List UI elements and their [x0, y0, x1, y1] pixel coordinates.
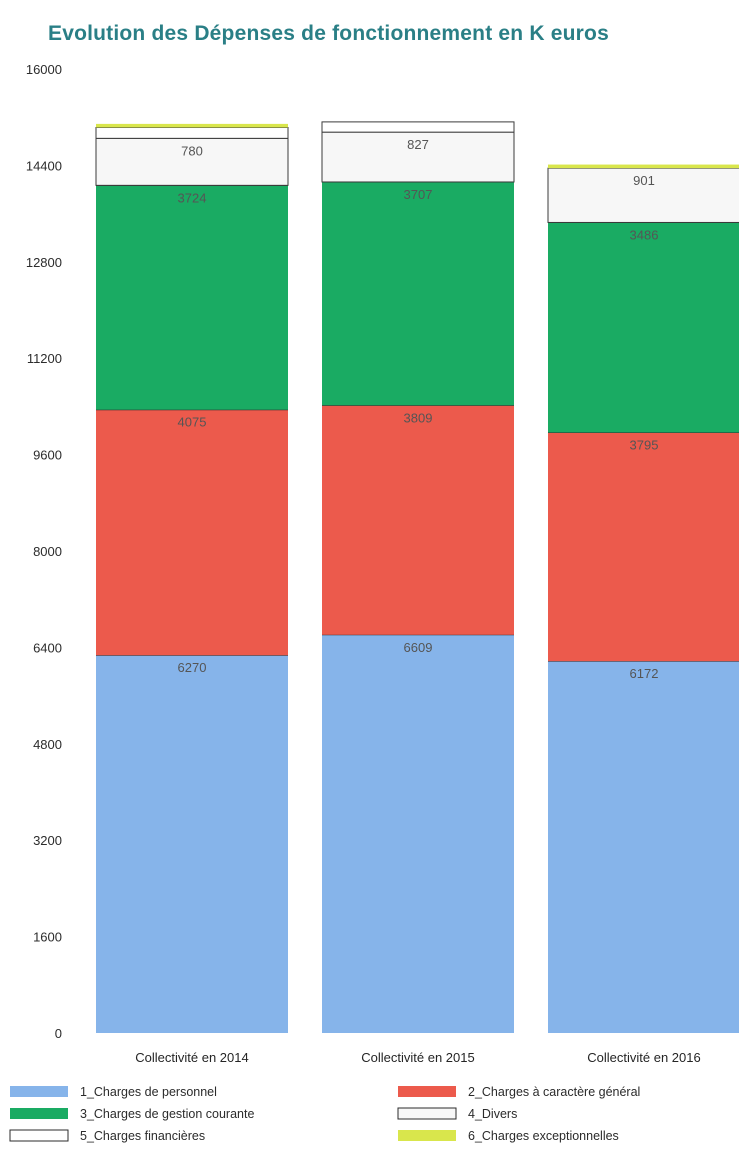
data-label: 3486: [630, 227, 659, 242]
y-axis: 0 1600 3200 4800 6400 8000 9600 11200 12800 14400…: [26, 62, 62, 1041]
legend-label: 2_Charges à caractère général: [468, 1085, 640, 1099]
legend-swatch: [10, 1108, 68, 1119]
x-category-label: Collectivité en 2015: [361, 1050, 474, 1065]
data-labels: 6270 4075 3724 780 6609 3809 3707 827 6172 3795 34…: [178, 137, 659, 681]
data-label: 3809: [404, 410, 433, 425]
legend: 1_Charges de personnel 2_Charges à caract…: [9, 1085, 640, 1143]
legend-swatch: [397, 1107, 457, 1120]
y-tick-label: 14400: [26, 158, 62, 173]
data-label: 6609: [404, 640, 433, 655]
bar-segment-5: [321, 121, 515, 133]
data-label: 6270: [178, 660, 207, 675]
bar-segment-2: [96, 409, 288, 656]
bar-segment-3: [322, 181, 514, 406]
data-label: 3795: [630, 437, 659, 452]
x-category-label: Collectivité en 2014: [135, 1050, 248, 1065]
bar-segment-5: [95, 127, 289, 139]
bar-segment-2: [548, 432, 739, 662]
legend-swatch: [398, 1130, 456, 1141]
legend-swatch: [398, 1086, 456, 1097]
legend-label: 3_Charges de gestion courante: [80, 1107, 254, 1121]
data-label: 901: [633, 173, 655, 188]
bar-segment-6: [96, 123, 288, 128]
x-axis: Collectivité en 2014 Collectivité en 2015…: [135, 1050, 700, 1065]
bar-segment-6: [548, 164, 739, 169]
legend-label: 5_Charges financières: [80, 1129, 205, 1143]
data-label: 3707: [404, 187, 433, 202]
data-label: 780: [181, 143, 203, 158]
legend-swatch: [10, 1086, 68, 1097]
y-tick-label: 1600: [33, 930, 62, 945]
bar-segment-4: [547, 167, 739, 223]
data-label: 6172: [630, 666, 659, 681]
data-label: 827: [407, 137, 429, 152]
data-label: 4075: [178, 415, 207, 430]
legend-label: 4_Divers: [468, 1107, 517, 1121]
bar-segment-4: [321, 131, 515, 183]
data-label: 3724: [178, 190, 207, 205]
y-tick-label: 6400: [33, 640, 62, 655]
x-category-label: Collectivité en 2016: [587, 1050, 700, 1065]
y-tick-label: 11200: [27, 351, 62, 366]
bar-segment-3: [548, 222, 739, 433]
bar-segment-4: [95, 137, 289, 186]
y-tick-label: 3200: [33, 833, 62, 848]
bar-segment-1: [548, 661, 739, 1033]
legend-swatch: [9, 1129, 69, 1142]
chart-title: Evolution des Dépenses de fonctionnement…: [48, 22, 609, 45]
y-tick-label: 16000: [26, 62, 62, 77]
bar-segment-1: [322, 634, 514, 1033]
y-tick-label: 0: [55, 1026, 62, 1041]
y-tick-label: 8000: [33, 544, 62, 559]
bar-segment-1: [96, 655, 288, 1033]
y-tick-label: 4800: [33, 737, 62, 752]
legend-label: 6_Charges exceptionnelles: [468, 1129, 619, 1143]
bars: [95, 121, 739, 1033]
y-tick-label: 9600: [33, 448, 62, 463]
legend-label: 1_Charges de personnel: [80, 1085, 217, 1099]
y-tick-label: 12800: [26, 255, 62, 270]
bar-segment-3: [96, 185, 288, 410]
bar-segment-2: [322, 405, 514, 635]
